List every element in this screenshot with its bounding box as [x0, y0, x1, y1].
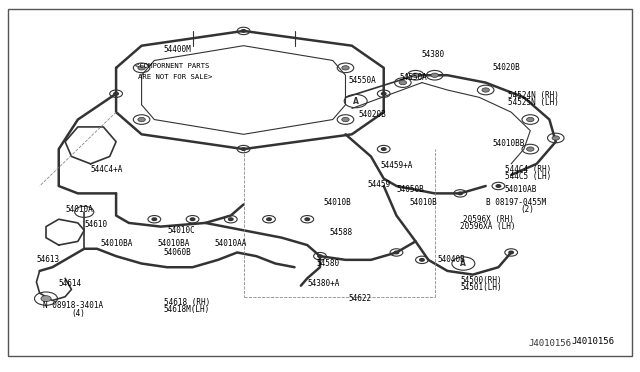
Circle shape	[412, 73, 419, 77]
Text: 54500(RH): 54500(RH)	[460, 276, 502, 285]
Text: 54020B: 54020B	[492, 63, 520, 72]
Circle shape	[482, 88, 490, 92]
Text: 54614: 54614	[59, 279, 82, 288]
Text: B 08197-0455M: B 08197-0455M	[486, 198, 546, 207]
Circle shape	[527, 147, 534, 151]
Circle shape	[399, 80, 406, 85]
Text: 54618 (RH): 54618 (RH)	[164, 298, 210, 307]
Circle shape	[496, 185, 500, 187]
Text: J4010156: J4010156	[572, 337, 614, 346]
Text: 54524N (RH): 54524N (RH)	[508, 91, 559, 100]
Text: 54010C: 54010C	[167, 226, 195, 235]
Text: 54613: 54613	[36, 255, 60, 264]
Text: <COMPORNENT PARTS: <COMPORNENT PARTS	[135, 63, 209, 69]
Circle shape	[228, 218, 233, 221]
Circle shape	[241, 148, 246, 150]
Text: 54501(LH): 54501(LH)	[460, 283, 502, 292]
Text: 54622: 54622	[349, 294, 372, 303]
Text: 54010BA: 54010BA	[157, 239, 190, 248]
Circle shape	[527, 118, 534, 122]
Text: 20596X (RH): 20596X (RH)	[463, 215, 515, 224]
Circle shape	[41, 296, 51, 302]
Text: 54610: 54610	[84, 220, 108, 229]
Text: 54525N (LH): 54525N (LH)	[508, 99, 559, 108]
Text: 54040B: 54040B	[438, 255, 466, 264]
Text: 54050B: 54050B	[396, 185, 424, 194]
Text: 54380+A: 54380+A	[307, 279, 340, 288]
Text: J4010156: J4010156	[529, 340, 572, 349]
Text: 54010BA: 54010BA	[100, 239, 132, 248]
Circle shape	[552, 136, 559, 140]
Circle shape	[509, 251, 513, 254]
Circle shape	[420, 259, 424, 261]
Circle shape	[381, 148, 386, 150]
Text: 54010B: 54010B	[409, 198, 437, 207]
Circle shape	[342, 66, 349, 70]
Text: 54380: 54380	[422, 51, 445, 60]
Text: N 08918-3401A: N 08918-3401A	[43, 301, 103, 311]
Text: 54459+A: 54459+A	[381, 161, 413, 170]
Text: 54580: 54580	[317, 259, 340, 268]
Text: 54010A: 54010A	[65, 205, 93, 215]
Circle shape	[342, 118, 349, 122]
Circle shape	[267, 218, 271, 221]
Text: 54459: 54459	[368, 180, 391, 189]
Text: 544C5 (LH): 544C5 (LH)	[505, 172, 551, 181]
Text: (2): (2)	[521, 205, 534, 215]
Text: 54400M: 54400M	[164, 45, 191, 54]
Text: 54010AB: 54010AB	[505, 185, 537, 194]
Text: 54010BB: 54010BB	[492, 139, 524, 148]
Circle shape	[152, 218, 157, 221]
Circle shape	[114, 92, 118, 95]
Circle shape	[394, 251, 399, 254]
Text: 20596XA (LH): 20596XA (LH)	[460, 222, 516, 231]
Circle shape	[190, 218, 195, 221]
Circle shape	[458, 192, 463, 195]
Text: 54550A: 54550A	[349, 76, 376, 85]
Text: (4): (4)	[72, 309, 85, 318]
Circle shape	[138, 66, 145, 70]
Circle shape	[138, 118, 145, 122]
Text: 54618M(LH): 54618M(LH)	[164, 305, 210, 314]
Text: A: A	[460, 259, 467, 268]
Circle shape	[318, 255, 322, 257]
Text: ARE NOT FOR SALE>: ARE NOT FOR SALE>	[138, 74, 212, 80]
Circle shape	[241, 30, 246, 32]
Text: 54550A: 54550A	[399, 73, 428, 81]
Text: 54010B: 54010B	[323, 198, 351, 207]
Text: 544C4 (RH): 544C4 (RH)	[505, 165, 551, 174]
Text: A: A	[353, 97, 358, 106]
Text: 544C4+A: 544C4+A	[91, 165, 123, 174]
Text: 54588: 54588	[330, 228, 353, 237]
Text: 54060B: 54060B	[164, 248, 191, 257]
Text: 54020B: 54020B	[358, 109, 386, 119]
Text: 54010AA: 54010AA	[215, 239, 247, 248]
Circle shape	[305, 218, 310, 221]
Circle shape	[381, 92, 386, 95]
Circle shape	[431, 73, 438, 77]
